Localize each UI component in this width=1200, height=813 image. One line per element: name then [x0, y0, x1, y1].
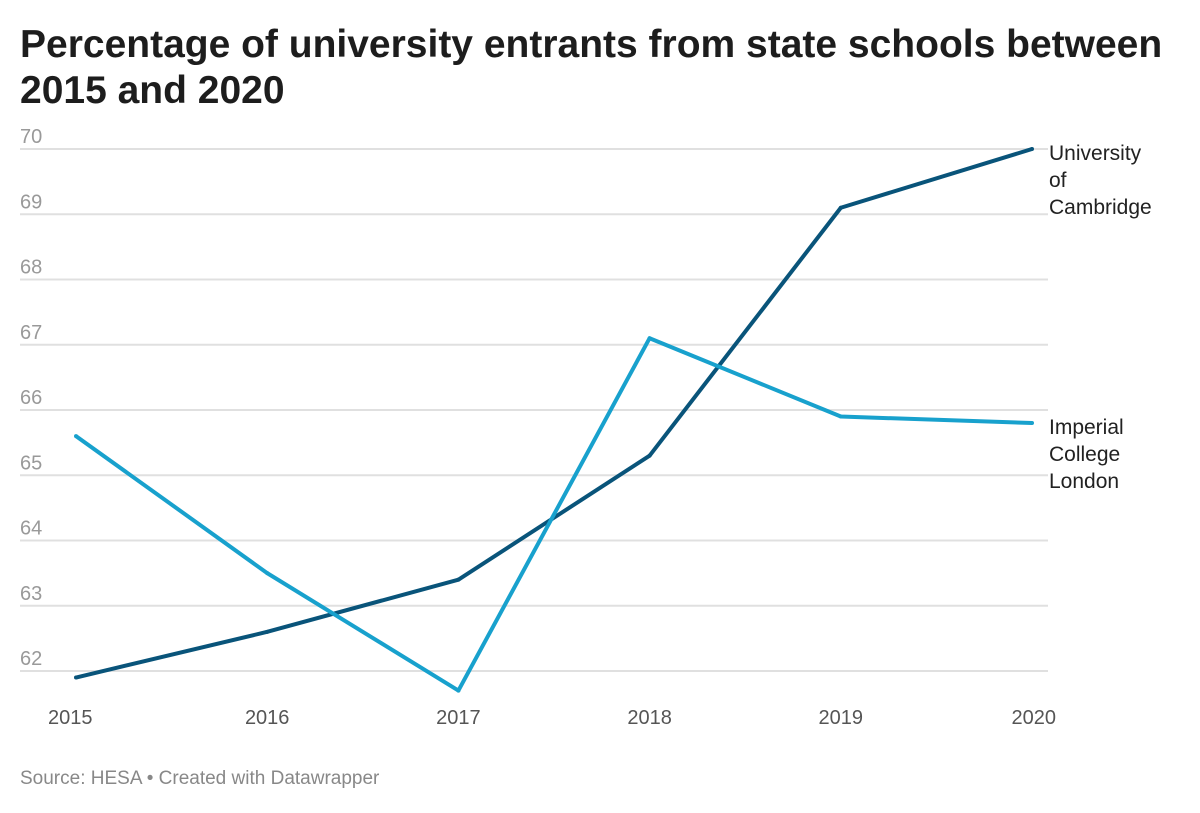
- x-tick-label: 2018: [627, 707, 672, 729]
- series-line-1: [74, 336, 1033, 693]
- y-tick-label: 67: [20, 322, 42, 344]
- x-tick-label: 2017: [436, 707, 481, 729]
- data-point: [456, 688, 461, 693]
- data-point: [74, 434, 78, 439]
- y-tick-label: 63: [20, 583, 42, 605]
- data-point: [838, 205, 843, 210]
- chart-title: Percentage of university entrants from s…: [20, 23, 1163, 112]
- data-point: [265, 629, 270, 634]
- y-tick-label: 68: [20, 257, 42, 279]
- series-label: of: [1049, 169, 1067, 192]
- series-label: University: [1049, 142, 1142, 165]
- x-tick-label: 2019: [819, 707, 864, 729]
- y-tick-label: 70: [20, 126, 42, 148]
- data-point: [1030, 147, 1034, 151]
- data-point: [74, 675, 78, 680]
- series-label: Cambridge: [1049, 196, 1152, 219]
- data-point: [838, 414, 843, 419]
- x-tick-label: 2020: [1012, 707, 1057, 729]
- x-tick-label: 2016: [245, 707, 290, 729]
- series-label: College: [1049, 443, 1120, 466]
- y-tick-label: 65: [20, 452, 42, 474]
- y-tick-label: 62: [20, 648, 42, 670]
- series-label: London: [1049, 470, 1119, 493]
- y-tick-label: 66: [20, 387, 42, 409]
- data-point: [1030, 421, 1034, 426]
- data-point: [265, 571, 270, 576]
- data-point: [456, 577, 461, 582]
- series-line-0: [75, 147, 1033, 680]
- series-label: Imperial: [1049, 416, 1124, 439]
- x-tick-label: 2015: [48, 707, 93, 729]
- data-point: [647, 336, 652, 341]
- y-tick-label: 69: [20, 191, 42, 213]
- data-point: [647, 453, 652, 458]
- y-tick-label: 64: [20, 518, 42, 540]
- source-note: Source: HESA • Created with Datawrapper: [20, 768, 380, 789]
